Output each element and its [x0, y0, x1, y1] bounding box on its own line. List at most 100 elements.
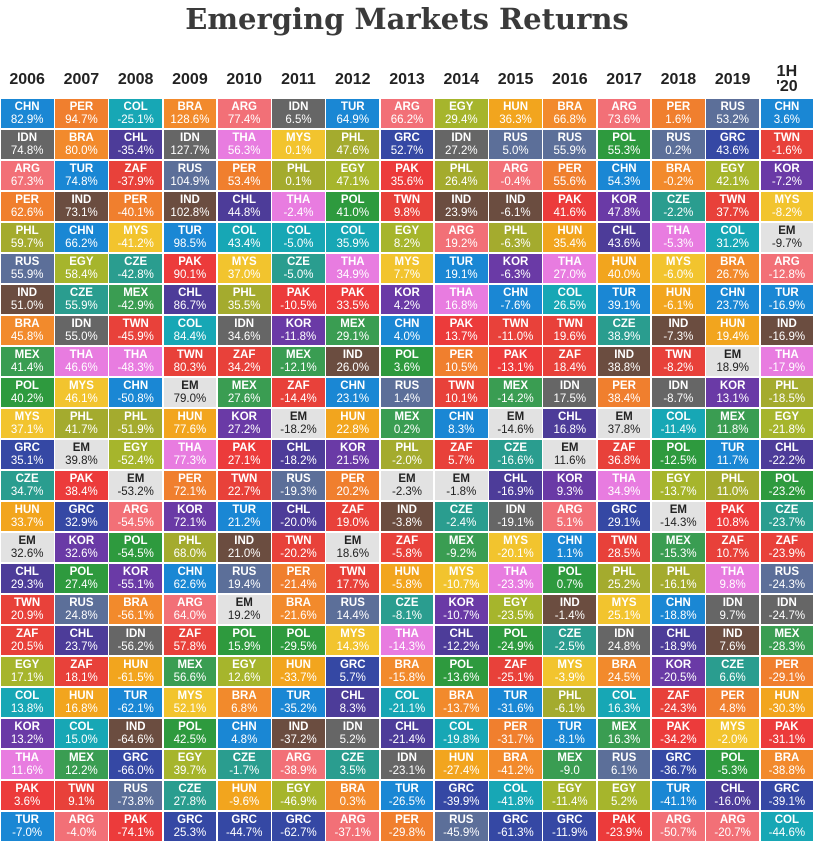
country-code: THA — [503, 565, 528, 578]
return-value: 4.2% — [393, 299, 421, 312]
country-code: PHL — [775, 379, 799, 392]
return-value: 98.5% — [173, 237, 207, 250]
return-value: 34.9% — [607, 485, 641, 498]
return-cell: TWN 80.3% — [163, 346, 217, 377]
return-cell: ZAF 36.8% — [597, 439, 651, 470]
return-value: 3.6% — [773, 113, 800, 126]
return-value: 80.3% — [173, 361, 207, 374]
year-header: 2016 — [552, 70, 588, 88]
return-value: 14.4% — [336, 609, 370, 622]
country-code: PHL — [449, 162, 473, 175]
country-code: IDN — [342, 720, 363, 733]
country-code: IDN — [559, 379, 580, 392]
return-value: -29.5% — [280, 640, 317, 653]
return-cell: CZE -2.4% — [434, 501, 488, 532]
return-cell: EGY -23.5% — [489, 594, 542, 625]
return-value: 42.5% — [173, 733, 207, 746]
return-value: 21.5% — [336, 454, 370, 467]
return-value: -7.0% — [12, 826, 43, 839]
return-cell: COL 43.4% — [217, 222, 271, 253]
return-cell: MYS 37.0% — [217, 253, 271, 284]
country-code: RUS — [720, 100, 745, 113]
return-cell: TUR 19.1% — [434, 253, 488, 284]
country-code: HUN — [557, 224, 583, 237]
return-value: 46.1% — [65, 392, 98, 405]
country-code: HUN — [394, 565, 420, 578]
return-cell: MYS -3.9% — [543, 656, 597, 687]
country-code: MYS — [774, 193, 800, 206]
return-value: -29.8% — [388, 826, 426, 839]
return-value: -14.2% — [497, 392, 534, 405]
return-cell: COL 16.3% — [597, 687, 651, 718]
return-cell: TUR 64.9% — [326, 98, 380, 129]
country-code: PER — [123, 193, 148, 206]
return-cell: TUR -41.1% — [651, 780, 705, 811]
country-code: IDN — [776, 596, 797, 609]
return-value: -41.1% — [660, 795, 697, 808]
country-code: TWN — [14, 596, 41, 609]
country-code: PAK — [503, 348, 528, 361]
country-code: KOR — [448, 596, 475, 609]
return-cell: PHL -6.3% — [489, 222, 542, 253]
country-code: GRC — [665, 751, 692, 764]
return-value: 51.0% — [10, 299, 44, 312]
return-value: -2.0% — [717, 733, 748, 746]
return-value: 11.6% — [11, 764, 44, 777]
return-value: 16.3% — [607, 702, 641, 715]
return-value: 9.8% — [719, 578, 746, 591]
return-value: -48.3% — [117, 361, 154, 374]
country-code: HUN — [177, 410, 203, 423]
country-code: RUS — [774, 565, 800, 578]
return-value: 27.6% — [227, 392, 261, 405]
country-code: CHN — [503, 286, 529, 299]
country-code: CHN — [611, 162, 637, 175]
return-value: -35.2% — [280, 702, 317, 715]
return-cell: EGY -52.4% — [109, 439, 163, 470]
country-code: THA — [69, 348, 94, 361]
return-cell: CHN -7.6% — [489, 284, 542, 315]
return-value: -61.3% — [497, 826, 534, 839]
return-value: 53.2% — [716, 113, 749, 126]
return-cell: ARG -20.7% — [706, 811, 760, 842]
country-code: BRA — [557, 100, 583, 113]
country-code: KOR — [231, 410, 257, 423]
return-cell: IND 73.1% — [55, 191, 108, 222]
country-code: ARG — [285, 751, 312, 764]
country-code: EGY — [286, 782, 311, 795]
country-code: MYS — [123, 224, 149, 237]
return-cell: PER -29.8% — [380, 811, 434, 842]
return-value: 57.8% — [173, 640, 207, 653]
return-cell: KOR 4.2% — [380, 284, 434, 315]
country-code: GRC — [611, 503, 637, 516]
return-value: -6.3% — [500, 268, 531, 281]
return-cell: ZAF 5.7% — [434, 439, 488, 470]
country-code: CHL — [612, 224, 636, 237]
return-value: -5.0% — [283, 237, 314, 250]
return-value: -5.8% — [391, 547, 423, 560]
return-value: 6.8% — [231, 702, 258, 715]
country-code: BRA — [177, 100, 203, 113]
country-code: PHL — [666, 565, 690, 578]
return-cell: GRC -66.0% — [109, 749, 163, 780]
return-value: -36.7% — [660, 764, 697, 777]
return-value: 56.3% — [227, 144, 261, 157]
return-cell: TWN 28.5% — [597, 532, 651, 563]
country-code: CHN — [177, 565, 203, 578]
country-code: PHL — [232, 286, 256, 299]
country-code: EM — [344, 534, 362, 547]
country-code: POL — [503, 627, 528, 640]
return-cell: COL 13.8% — [0, 687, 54, 718]
return-cell: CHN 1.1% — [543, 532, 597, 563]
country-code: MEX — [14, 348, 40, 361]
country-code: TUR — [612, 286, 636, 299]
return-value: 52.7% — [390, 144, 424, 157]
country-code: MEX — [231, 379, 257, 392]
country-code: IDN — [668, 379, 689, 392]
return-value: -46.9% — [280, 795, 317, 808]
return-value: -15.3% — [660, 547, 697, 560]
return-value: -7.2% — [771, 175, 802, 188]
return-value: 45.8% — [10, 330, 44, 343]
country-code: EM — [235, 596, 253, 609]
country-code: TWN — [773, 131, 800, 144]
return-value: 35.6% — [390, 175, 424, 188]
